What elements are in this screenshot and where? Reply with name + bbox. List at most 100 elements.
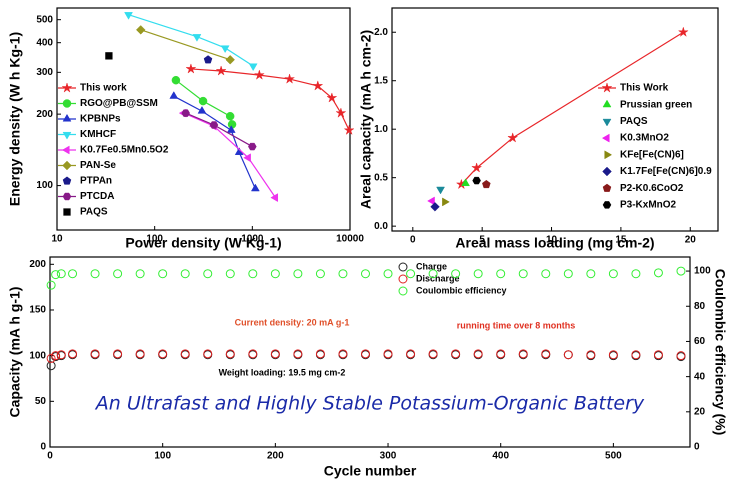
y-tick-label: 0.5 (374, 172, 388, 183)
marker (209, 121, 219, 129)
marker (90, 349, 100, 359)
marker (360, 349, 370, 359)
marker (283, 73, 296, 84)
y2-tick-label: 80 (694, 301, 706, 312)
marker (631, 269, 641, 279)
series-line (460, 31, 684, 185)
marker (631, 350, 641, 360)
legend-label: RGO@PB@SSM (80, 98, 158, 109)
legend-label: PTCDA (80, 191, 114, 202)
marker (471, 162, 483, 173)
legend-label: KPBNPs (80, 114, 121, 125)
marker (135, 349, 145, 359)
marker (541, 349, 551, 359)
legend-marker (62, 99, 72, 108)
legend-label: KFe[Fe(CN)6] (620, 149, 684, 160)
y-tick-label: 50 (35, 396, 47, 407)
x-tick-label: 0 (47, 451, 53, 462)
marker (171, 75, 181, 85)
marker (135, 25, 146, 35)
y-axis-title: Energy density (W h Kg-1) (7, 32, 23, 206)
legend-label: Prussian green (620, 99, 692, 110)
marker (248, 349, 258, 359)
legend-label: Discharge (416, 273, 460, 283)
marker (383, 269, 393, 279)
marker (158, 349, 168, 359)
legend-marker (61, 145, 70, 155)
marker (482, 179, 491, 189)
plot-frame (391, 7, 719, 232)
x-tick-label: 20 (685, 235, 697, 246)
marker (586, 269, 596, 279)
x-tick-label: 500 (605, 451, 622, 462)
marker (436, 186, 445, 195)
legend-label: This work (80, 83, 127, 94)
y-tick-label: 500 (36, 14, 53, 25)
marker (383, 349, 393, 359)
marker (507, 132, 519, 143)
marker (220, 45, 230, 54)
marker (180, 349, 190, 359)
marker (68, 349, 78, 359)
marker (215, 65, 227, 76)
marker (248, 63, 258, 72)
marker (442, 197, 450, 207)
y-tick-label: 200 (29, 259, 46, 270)
x-tick-label: 400 (492, 451, 509, 462)
x-tick-label: 0 (410, 235, 416, 246)
y-tick-label: 100 (29, 350, 46, 361)
marker (56, 350, 66, 360)
x-tick-label: 10 (51, 234, 63, 245)
legend-marker (398, 262, 408, 272)
marker (518, 269, 528, 279)
legend-marker (602, 183, 612, 192)
marker (428, 269, 438, 279)
y2-axis-title: Coulombic efficiency (%) (712, 269, 728, 435)
marker (343, 124, 355, 136)
legend-label: K0.3MnO2 (620, 133, 669, 144)
marker (406, 269, 416, 279)
y-tick-label: 150 (29, 305, 46, 316)
legend-marker (63, 208, 71, 216)
marker (225, 269, 235, 279)
legend-label: This Work (620, 83, 669, 94)
marker (676, 266, 686, 276)
marker (56, 269, 66, 279)
y-axis-title: Areal capacity (mA h cm-2) (358, 30, 374, 209)
marker (248, 142, 257, 151)
chart-title: An Ultrafast and Highly Stable Potassium… (94, 393, 645, 415)
y2-tick-label: 0 (694, 442, 700, 453)
marker (113, 349, 123, 359)
x-tick-label: 300 (380, 451, 397, 462)
marker (315, 349, 325, 359)
y-tick-label: 300 (36, 67, 53, 78)
marker (135, 269, 145, 279)
y-tick-label: 1.5 (374, 75, 388, 86)
x-tick-label: 1000 (241, 234, 264, 245)
legend-marker (62, 176, 72, 185)
legend-marker (61, 82, 73, 93)
x-axis-title: Cycle number (324, 463, 417, 479)
legend-marker (398, 274, 408, 284)
x-tick-label: 10 (546, 235, 558, 246)
x-axis-title: Areal mass loading (mg cm-2) (455, 235, 654, 251)
legend-label: P2-K0.6CoO2 (620, 183, 684, 194)
marker (496, 269, 506, 279)
y-tick-label: 100 (36, 180, 53, 191)
x-tick-label: 100 (146, 234, 163, 245)
marker (243, 153, 251, 163)
marker (293, 349, 303, 359)
marker (677, 26, 689, 37)
marker (198, 96, 208, 106)
legend-label: PAN-Se (80, 160, 116, 171)
marker (192, 34, 202, 42)
marker (473, 269, 483, 279)
marker (563, 350, 573, 360)
marker (451, 349, 461, 359)
marker (225, 111, 235, 121)
marker (406, 349, 416, 359)
series-line (128, 14, 254, 67)
marker (124, 12, 133, 20)
marker (653, 268, 663, 278)
legend-label: PAQS (80, 207, 108, 218)
